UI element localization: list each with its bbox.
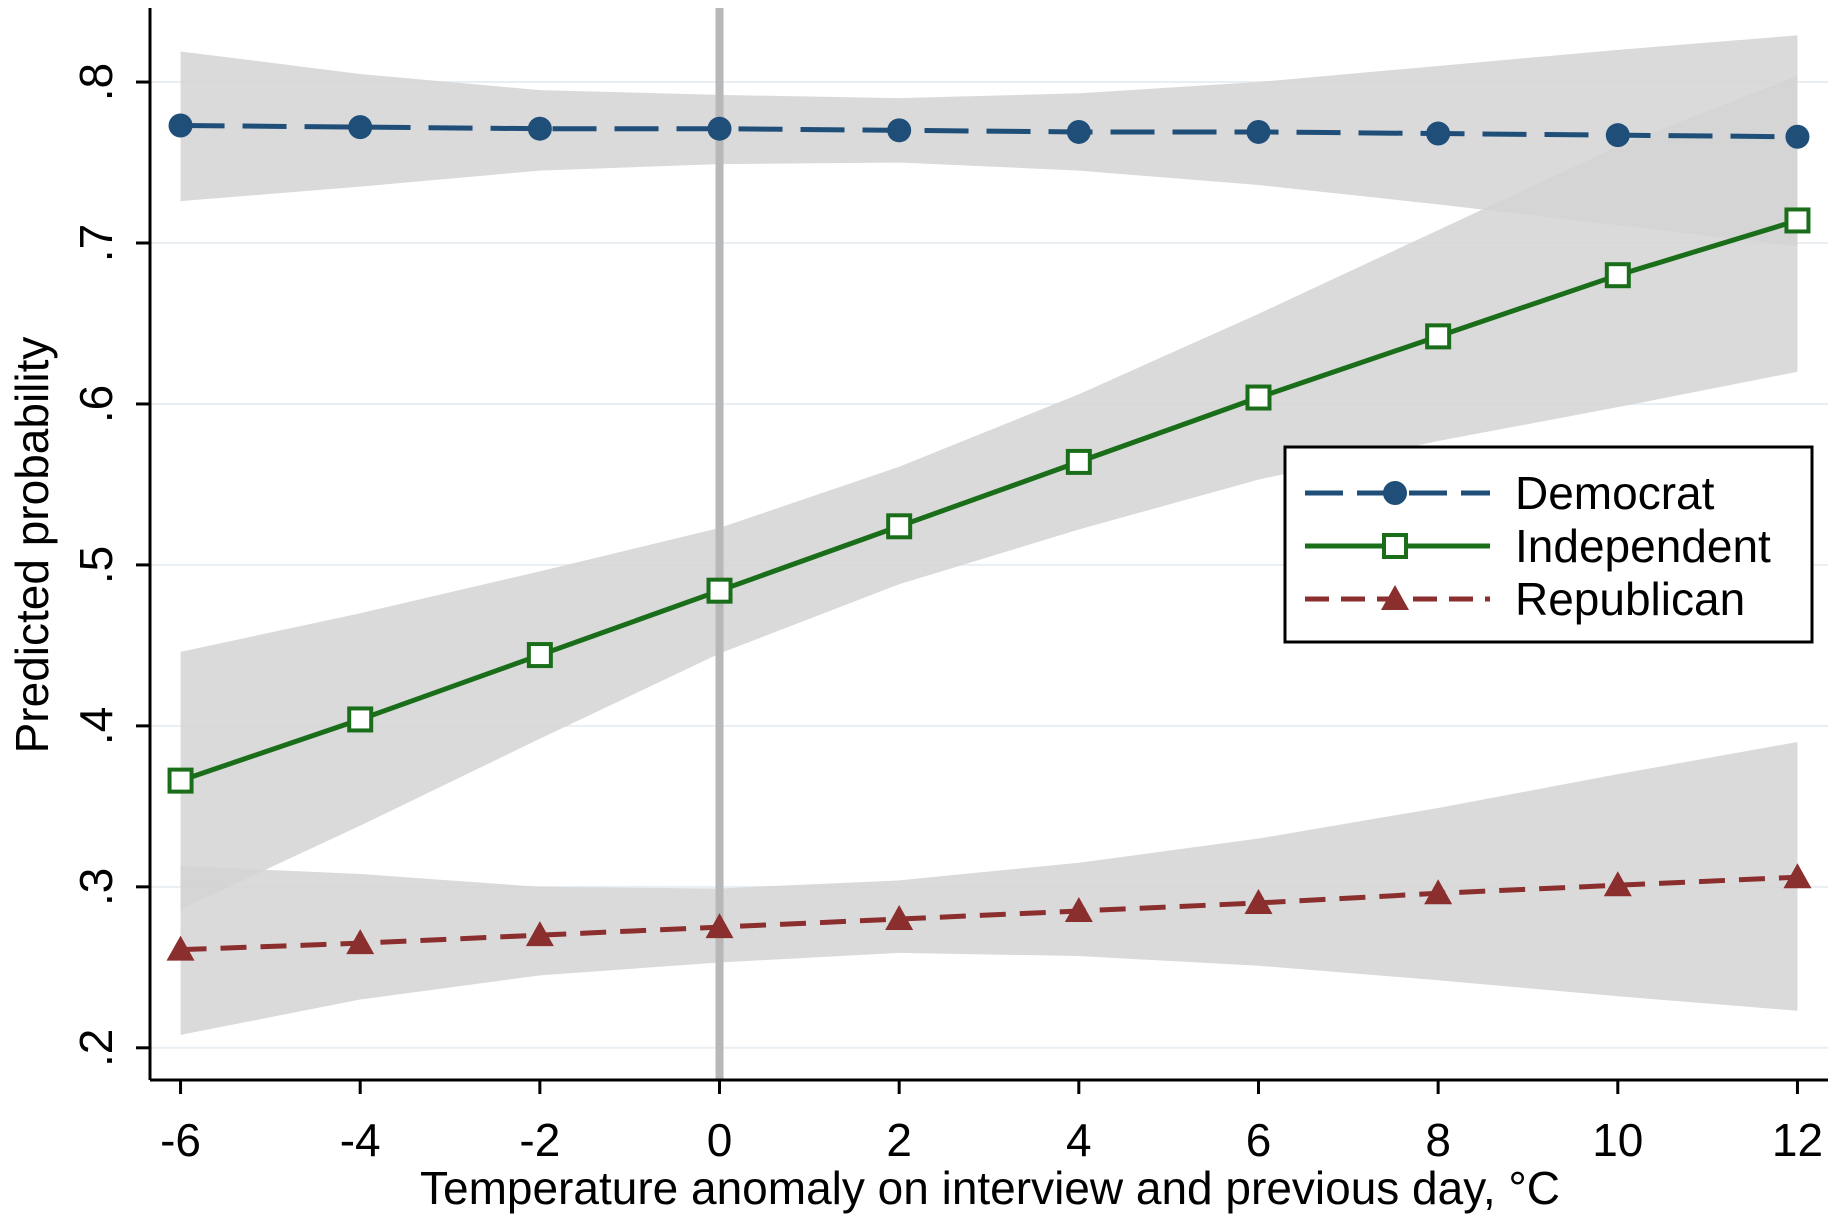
x-tick-label: 4 — [1066, 1114, 1092, 1166]
x-tick-label: 12 — [1772, 1114, 1823, 1166]
y-tick-label: .7 — [70, 224, 122, 262]
axes: .2 .3 .4 .5 .6 .7 .8 -6 -4 -2 0 2 4 6 8 10 12 — [70, 8, 1828, 1166]
x-tick-label: 6 — [1246, 1114, 1272, 1166]
plot-area — [150, 8, 1828, 1080]
data-point-republican — [705, 913, 734, 939]
data-point-republican — [1424, 879, 1453, 905]
data-point-democrat — [887, 118, 912, 143]
data-point-independent — [347, 706, 374, 733]
y-tick-label: .3 — [70, 868, 122, 906]
data-point-republican — [1783, 863, 1812, 889]
data-point-democrat — [1426, 121, 1451, 146]
data-point-independent — [1245, 384, 1272, 411]
data-point-democrat — [348, 115, 373, 140]
data-point-independent — [1784, 207, 1811, 234]
series-line-democrat — [180, 123, 1798, 140]
data-point-republican — [525, 921, 554, 947]
x-axis-label: Temperature anomaly on interview and pre… — [420, 1162, 1560, 1214]
data-point-democrat — [527, 116, 552, 141]
data-point-independent — [526, 642, 553, 669]
y-tick-label: .5 — [70, 546, 122, 584]
data-point-democrat — [1066, 119, 1091, 144]
data-point-independent — [1604, 262, 1631, 289]
data-point-democrat — [1785, 124, 1810, 149]
data-point-republican — [1064, 896, 1093, 922]
data-point-republican — [1244, 888, 1273, 914]
legend-label-republican: Republican — [1515, 573, 1745, 625]
data-point-democrat — [168, 113, 193, 138]
data-point-republican — [885, 905, 914, 931]
data-point-independent — [706, 577, 733, 604]
y-tick-label: .8 — [70, 63, 122, 101]
legend-marker-republican — [1381, 585, 1409, 610]
data-point-republican — [1603, 871, 1632, 897]
x-tick-label: 0 — [707, 1114, 733, 1166]
data-point-republican — [346, 929, 375, 955]
data-point-independent — [1065, 448, 1092, 475]
legend-label-independent: Independent — [1515, 520, 1771, 572]
x-tick-label: 8 — [1425, 1114, 1451, 1166]
series-line-republican — [180, 874, 1798, 953]
x-tick-label: 2 — [886, 1114, 912, 1166]
x-tick-label: -4 — [340, 1114, 381, 1166]
series-line-independent — [179, 218, 1799, 783]
x-tick-label: 10 — [1592, 1114, 1643, 1166]
y-axis-label: Predicted probability — [6, 337, 58, 754]
legend-marker-democrat — [1383, 481, 1407, 505]
x-tick-label: -6 — [160, 1114, 201, 1166]
y-tick-label: .4 — [70, 707, 122, 745]
data-point-republican — [166, 935, 195, 961]
legend-marker-independent — [1382, 533, 1408, 559]
data-point-democrat — [1605, 123, 1630, 148]
x-tick-label: -2 — [519, 1114, 560, 1166]
data-point-independent — [886, 513, 913, 540]
ci-band-democrat — [180, 35, 1798, 247]
y-tick-label: .2 — [70, 1029, 122, 1067]
legend-label-democrat: Democrat — [1515, 467, 1715, 519]
data-point-democrat — [707, 116, 732, 141]
data-point-independent — [167, 767, 194, 794]
data-point-democrat — [1246, 119, 1271, 144]
y-tick-label: .6 — [70, 385, 122, 423]
data-point-independent — [1425, 323, 1452, 350]
ci-band-republican — [180, 741, 1798, 1035]
